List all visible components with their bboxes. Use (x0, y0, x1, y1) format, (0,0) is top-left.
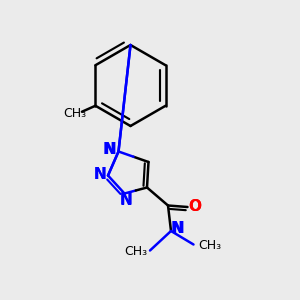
Text: N: N (120, 193, 132, 208)
Text: N: N (119, 192, 132, 207)
Text: O: O (188, 199, 202, 214)
Text: N: N (104, 142, 116, 157)
Text: N: N (93, 167, 106, 182)
Text: N: N (94, 167, 106, 182)
Text: O: O (188, 199, 202, 214)
Text: CH₃: CH₃ (63, 107, 86, 120)
Text: N: N (103, 142, 116, 158)
Text: N: N (171, 221, 183, 236)
Text: N: N (171, 221, 184, 236)
Text: CH₃: CH₃ (198, 238, 221, 252)
Text: CH₃: CH₃ (124, 244, 147, 258)
